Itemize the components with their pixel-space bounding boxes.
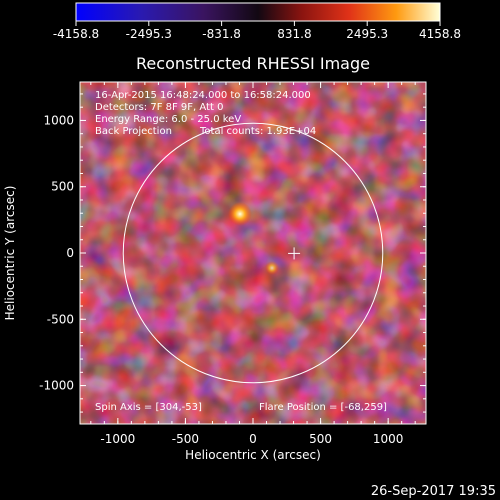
colorbar-tick-label: -2495.3 — [126, 27, 172, 41]
colorbar-tick-label: -4158.8 — [53, 27, 99, 41]
render-timestamp: 26-Sep-2017 19:35 — [371, 484, 496, 499]
flare-position-label: Flare Position = [-68,259] — [259, 402, 387, 413]
y-tick-label: 0 — [66, 246, 74, 260]
hot-spot — [228, 202, 252, 226]
solar-limb-circle — [122, 122, 384, 384]
x-tick-label: -500 — [172, 432, 199, 446]
y-axis-label: Heliocentric Y (arcsec) — [3, 186, 17, 321]
colorbar-ticks: -4158.8 -2495.3 -831.8 831.8 2495.3 4158.8 — [53, 21, 461, 41]
x-axis-ticks: -1000 -500 0 500 1000 — [90, 82, 416, 446]
colorbar-tick-label: -831.8 — [202, 27, 241, 41]
info-method: Back Projection — [95, 126, 172, 137]
plot-title: Reconstructed RHESSI Image — [136, 54, 370, 73]
info-total-counts: Total counts: 1.93E+04 — [199, 126, 316, 137]
colorbar-tick-label: 2495.3 — [346, 27, 388, 41]
y-tick-label: 500 — [51, 180, 74, 194]
x-tick-label: 500 — [309, 432, 332, 446]
spin-axis-label: Spin Axis = [304,-53] — [95, 402, 202, 413]
y-axis-ticks: 1000 500 0 -500 -1000 — [39, 93, 426, 413]
colorbar — [75, 2, 441, 22]
flare-marker-icon — [288, 247, 301, 260]
colorbar-tick-label: 831.8 — [277, 27, 311, 41]
x-tick-label: -1000 — [100, 432, 135, 446]
info-detectors: Detectors: 7F 8F 9F, Att 0 — [95, 102, 223, 113]
info-energy-range: Energy Range: 6.0 - 25.0 keV — [95, 114, 241, 125]
colorbar-tick-label: 4158.8 — [419, 27, 461, 41]
y-tick-label: 1000 — [43, 113, 74, 127]
x-axis-label: Heliocentric X (arcsec) — [185, 448, 321, 462]
y-tick-label: -500 — [47, 312, 74, 326]
reconstructed-image — [80, 82, 426, 424]
x-tick-label: 1000 — [373, 432, 404, 446]
y-tick-label: -1000 — [39, 379, 74, 393]
x-tick-label: 0 — [249, 432, 257, 446]
info-time-range: 16-Apr-2015 16:48:24.000 to 16:58:24.000 — [95, 90, 311, 101]
